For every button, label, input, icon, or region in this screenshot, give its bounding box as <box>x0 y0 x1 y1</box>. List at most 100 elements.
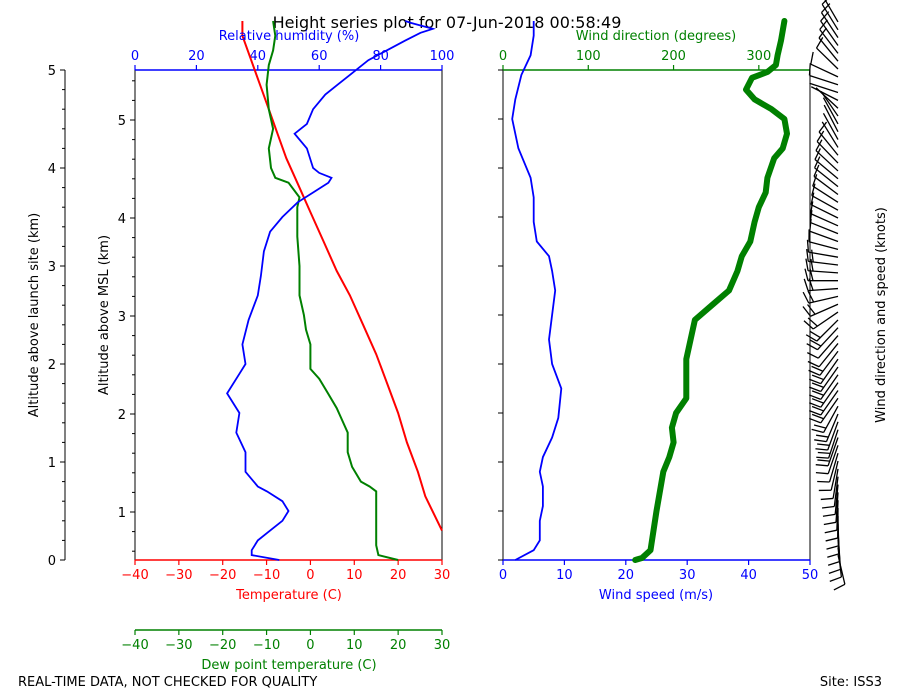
wind-barb-flag <box>816 456 829 459</box>
wind-barb-shaft <box>810 63 839 78</box>
humidity-tick-label: 40 <box>250 49 267 64</box>
wind-barb-flag <box>806 239 810 253</box>
wind-direction-axis-label: Wind direction (degrees) <box>576 29 736 44</box>
dewpoint-tick-label: −30 <box>165 638 192 653</box>
launch-altitude-tick-label: 2 <box>48 358 56 373</box>
humidity-ticks: 0 20 40 60 80 100 <box>131 49 455 70</box>
launch-altitude-tick-label: 3 <box>48 260 56 275</box>
wind-speed-tick-label: 0 <box>499 568 507 583</box>
wind-barb-flag <box>815 139 823 151</box>
msl-altitude-ticks: 1 2 3 4 5 <box>118 80 135 552</box>
wind-barb-flag <box>817 459 830 462</box>
wind-barb-flag <box>808 369 821 376</box>
wind-barb-shaft <box>816 141 839 164</box>
wind-barb-flag <box>820 497 834 501</box>
wind-barb-flag <box>815 471 829 475</box>
wind-plot-frame <box>502 69 811 561</box>
wind-barb-flag <box>822 513 836 517</box>
wind-barb-flag <box>826 545 839 550</box>
wind-barb-flag <box>827 560 841 566</box>
temperature-ticks: −40 −30 −20 −10 0 10 20 30 <box>121 560 450 583</box>
wind-barb-shaft <box>814 159 839 180</box>
wind-barb-flag <box>810 258 814 272</box>
wind-barb-flag <box>828 568 841 574</box>
wind-barb-shaft <box>827 445 839 474</box>
wind-barb-flag <box>811 428 824 434</box>
wind-speed-tick-label: 20 <box>618 568 635 583</box>
dewpoint-tick-label: −10 <box>253 638 280 653</box>
humidity-tick-label: 100 <box>430 49 455 64</box>
wind-barb-flag <box>833 583 846 591</box>
temperature-tick-label: −10 <box>253 568 280 583</box>
wind-barb-shaft <box>835 492 839 523</box>
wind-direction-tick-label: 300 <box>746 49 771 64</box>
wind-barb-flag <box>813 424 827 429</box>
humidity-tick-label: 80 <box>372 49 389 64</box>
wind-barb-flag <box>809 417 822 424</box>
wind-barb-flag <box>827 553 840 558</box>
dewpoint-axis-label: Dew point temperature (C) <box>201 658 376 673</box>
temperature-tick-label: 20 <box>390 568 407 583</box>
wind-barb-shaft <box>834 484 839 515</box>
msl-altitude-tick-label: 2 <box>118 408 126 423</box>
wind-barb-flag <box>807 317 818 327</box>
wind-barb-flag <box>815 37 824 49</box>
temperature-line <box>241 21 443 532</box>
wind-barb-flag <box>813 164 820 177</box>
wind-barb-flag <box>814 439 827 443</box>
wind-barb-flag <box>809 402 822 408</box>
wind-barb-shaft <box>828 452 839 483</box>
wind-speed-tick-label: 40 <box>740 568 757 583</box>
wind-barb-shaft <box>820 12 839 39</box>
wind-barb-flag <box>811 398 824 404</box>
msl-altitude-tick-label: 1 <box>118 506 126 521</box>
wind-barb-flag <box>807 304 816 315</box>
wind-barb-flag <box>802 306 812 317</box>
wind-barb-flag <box>812 174 818 187</box>
dewpoint-tick-label: 20 <box>390 638 407 653</box>
wind-speed-tick-label: 50 <box>802 568 819 583</box>
wind-barb-shaft <box>808 251 839 258</box>
msl-altitude-axis-label: Altitude above MSL (km) <box>97 235 112 395</box>
humidity-axis-label: Relative humidity (%) <box>219 29 360 44</box>
wind-barb-flag <box>815 448 828 451</box>
wind-barb-flag <box>829 576 842 583</box>
wind-barb-shaft <box>821 121 839 148</box>
wind-barb-flag <box>823 521 837 526</box>
wind-barb-flag <box>816 434 829 438</box>
wind-barb-flag <box>805 334 818 342</box>
wind-barbs <box>802 0 846 591</box>
wind-barb-flag <box>818 121 828 133</box>
wind-barb-flag <box>806 352 819 359</box>
wind-barb-flag <box>809 339 822 347</box>
wind-barb-flag <box>802 291 810 304</box>
dewpoint-line <box>265 20 399 561</box>
wind-barb-shaft <box>833 476 839 507</box>
wind-barb-shaft <box>814 167 839 188</box>
wind-barb-flag <box>811 405 824 412</box>
launch-altitude-tick-label: 0 <box>48 554 56 569</box>
wind-barb-shaft <box>810 213 839 227</box>
wind-barb-flag <box>811 374 824 381</box>
wind-barb-shaft <box>818 343 839 368</box>
wind-barb-shaft <box>818 37 839 62</box>
wind-barb-flag <box>810 192 815 205</box>
wind-barb-flag <box>816 130 825 142</box>
wind-speed-tick-label: 10 <box>556 568 573 583</box>
wind-barb-flag <box>817 451 831 455</box>
wind-barb-flag <box>817 443 830 446</box>
wind-barb-flag <box>811 382 824 389</box>
wind-direction-tick-label: 0 <box>499 49 507 64</box>
wind-barb-shaft <box>818 131 839 156</box>
wind-barb-flag <box>805 258 809 271</box>
wind-barb-flag <box>806 249 809 262</box>
wind-speed-ticks: 0 10 20 30 40 50 <box>499 560 818 583</box>
thermo-plot-frame <box>134 69 443 561</box>
wind-direction-line <box>632 18 790 563</box>
site-label: Site: ISS3 <box>820 675 882 690</box>
wind-barb-flag <box>806 343 818 351</box>
dewpoint-tick-label: −40 <box>121 638 148 653</box>
wind-panel: 0 10 20 30 40 50 0 100 200 300 Wind speed (m/s) … <box>498 0 889 603</box>
